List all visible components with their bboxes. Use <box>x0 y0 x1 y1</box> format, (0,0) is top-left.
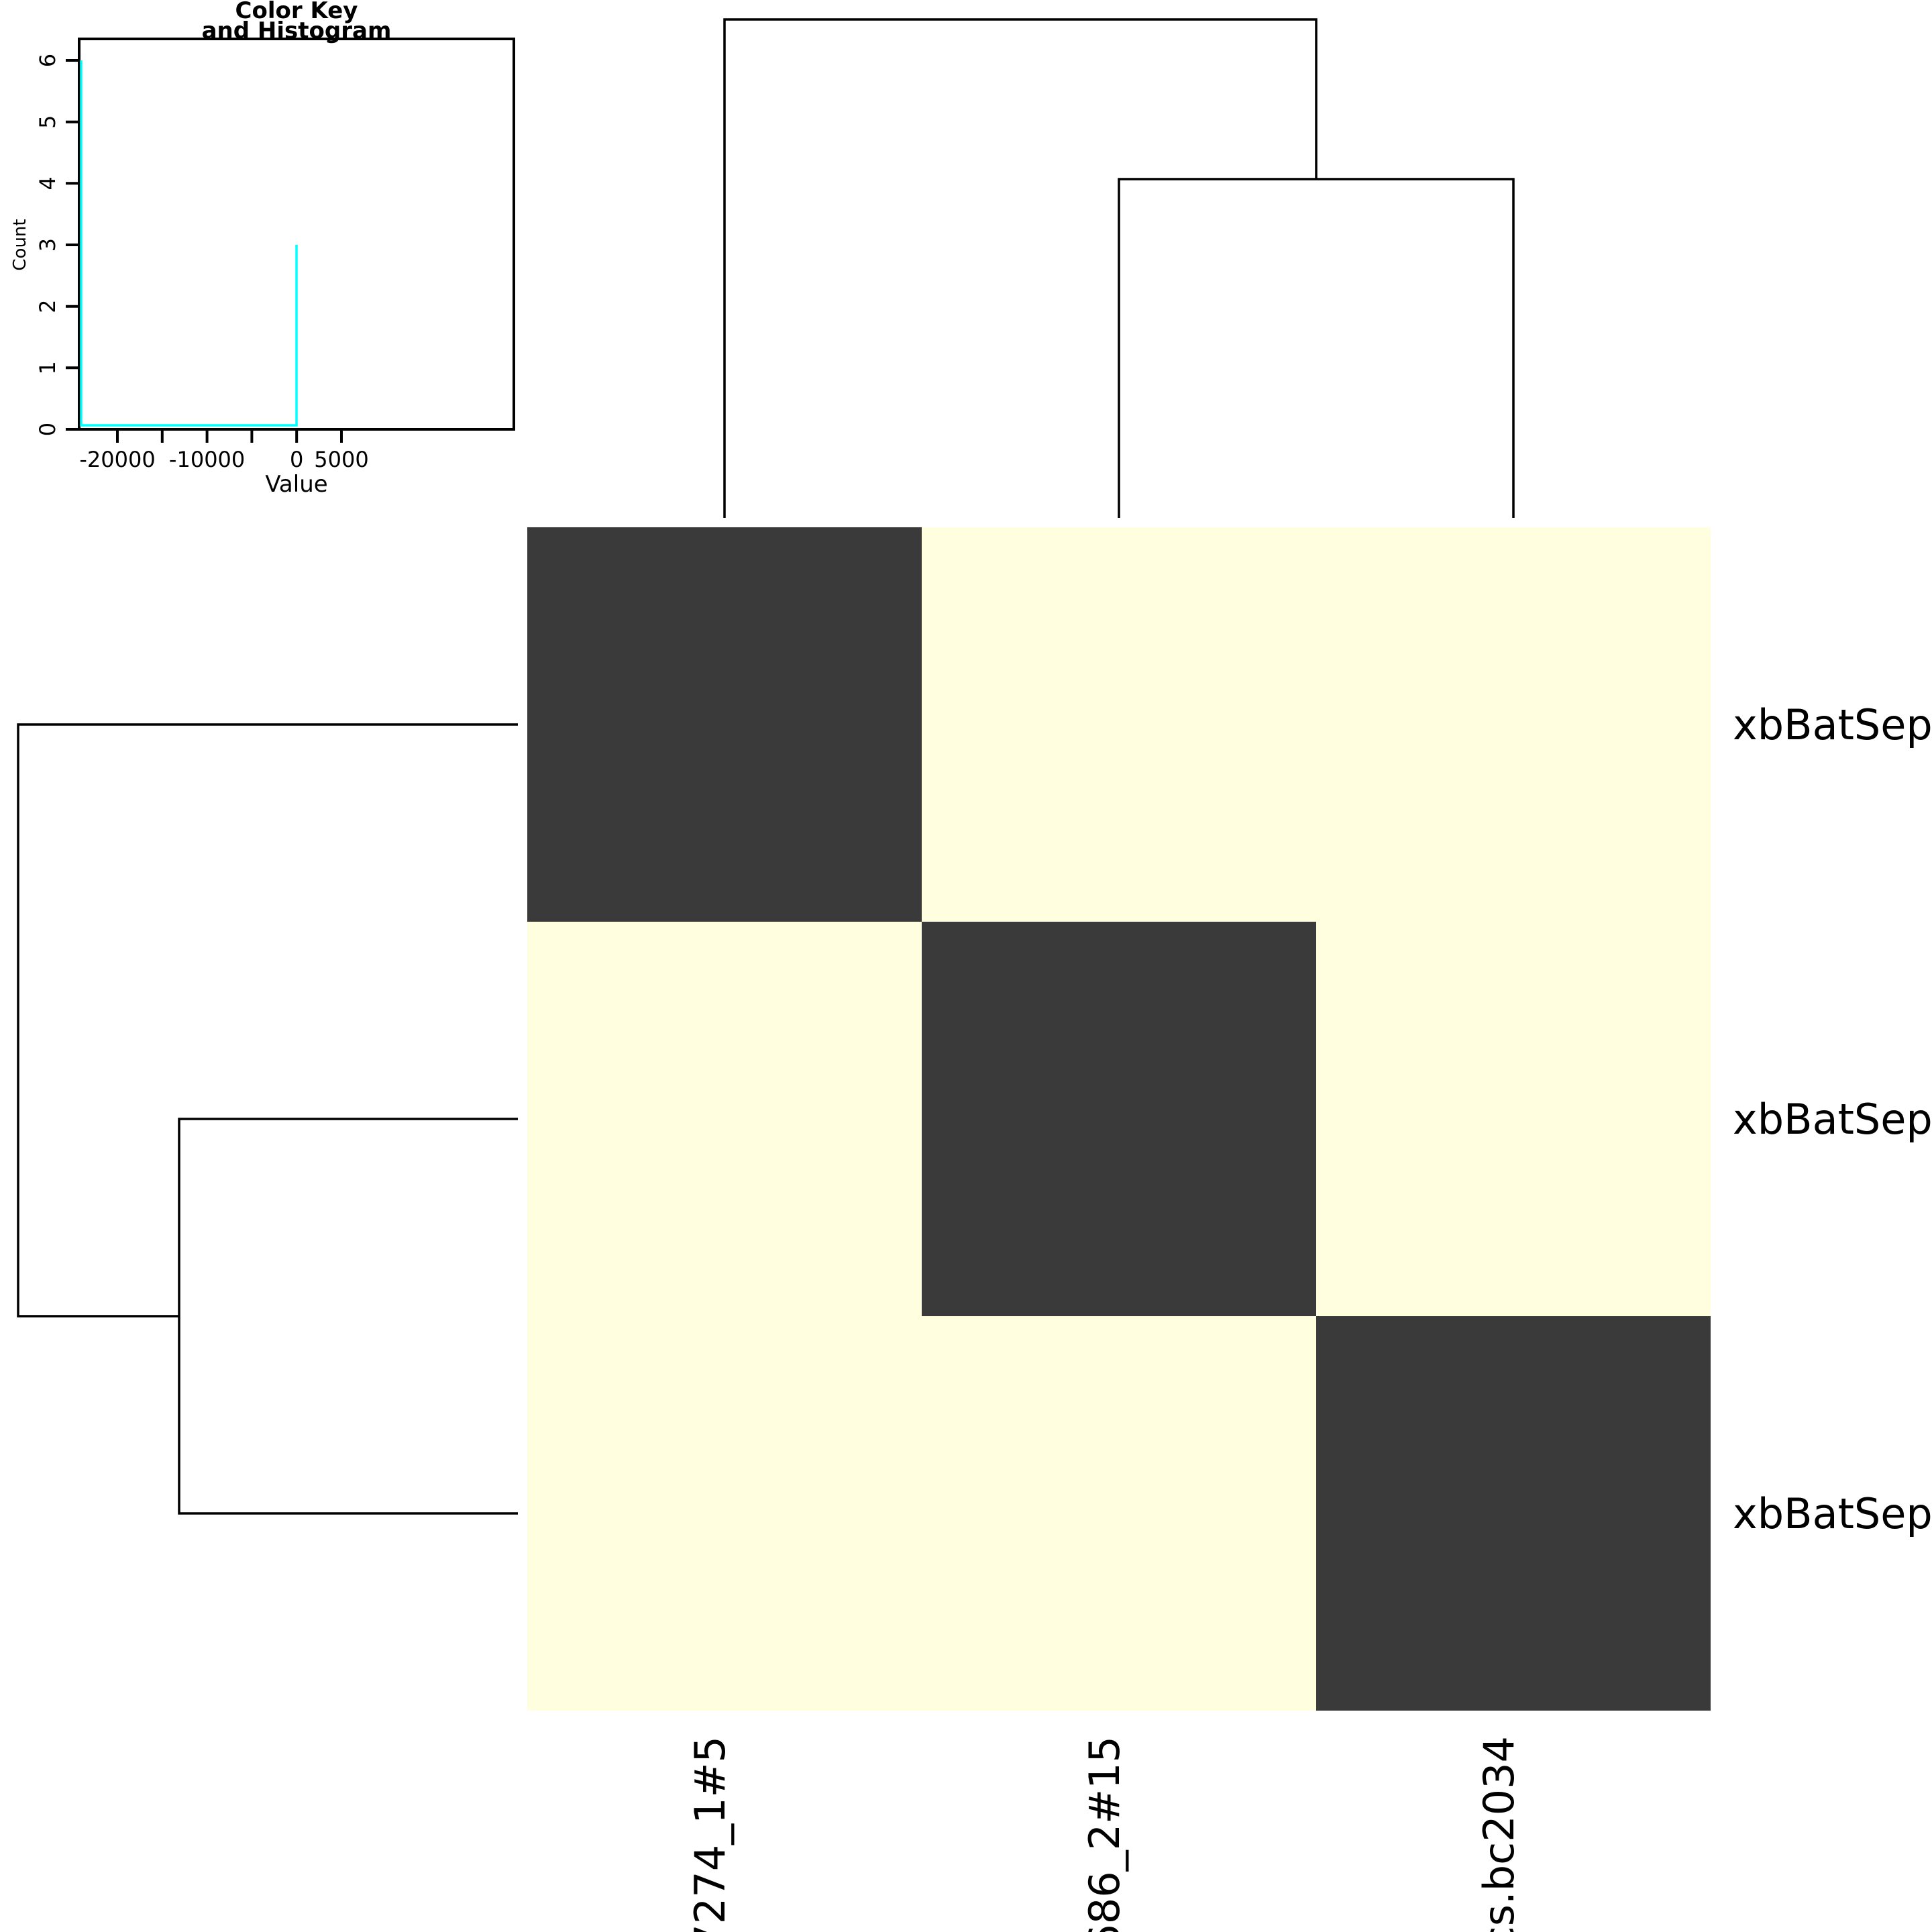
row-label-2: xbBatSep <box>1733 1095 1932 1144</box>
column-dendrogram <box>723 18 1515 518</box>
y-tick-label: 5 <box>35 115 60 129</box>
row-dendrogram <box>17 723 518 1515</box>
x-tick-label: 5000 <box>314 447 368 472</box>
row-label-1: xbBatSep <box>1733 700 1932 749</box>
heatmap-cell-r1c3 <box>1316 527 1711 922</box>
y-tick-label: 4 <box>35 176 60 190</box>
column-label-2: 686_2#15 <box>1080 1736 1129 1932</box>
y-tick-label: 1 <box>35 361 60 374</box>
heatmap-cell-r3c3 <box>1316 1316 1711 1711</box>
heatmap-cell-r2c3 <box>1316 922 1711 1316</box>
color-key-panel: Color Key and Histogram -20000 -10000 0 … <box>10 0 515 498</box>
row-dendrogram-inner-branch <box>178 1118 518 1515</box>
color-key-ylabel: Count <box>10 219 30 270</box>
color-key-xlabel: Value <box>265 471 327 498</box>
color-key-y-ticks <box>66 59 79 431</box>
heatmap-cell-r3c1 <box>527 1316 922 1711</box>
column-labels: 7274_1#5 686_2#15 cs.bc2034 <box>686 1736 1523 1932</box>
heatmap-cell-r1c1 <box>527 527 922 922</box>
column-label-3: cs.bc2034 <box>1474 1736 1523 1932</box>
heatmap-cell-r3c2 <box>922 1316 1316 1711</box>
y-tick-label: 6 <box>35 54 60 67</box>
color-key-x-tick-labels: -20000 -10000 0 5000 <box>79 447 368 472</box>
column-dendrogram-root-branch <box>723 18 1318 518</box>
heatmap-cell-r1c2 <box>922 527 1316 922</box>
x-tick-label: 0 <box>290 447 303 472</box>
x-tick-label: -20000 <box>79 447 155 472</box>
color-key-x-ticks <box>116 429 343 443</box>
row-label-3: xbBatSep <box>1733 1489 1932 1538</box>
y-tick-label: 2 <box>35 300 60 313</box>
color-key-title-line1: Color Key <box>235 0 358 24</box>
column-dendrogram-inner-branch <box>1118 178 1515 518</box>
y-tick-label: 0 <box>35 423 60 436</box>
row-labels: xbBatSep xbBatSep xbBatSep <box>1733 700 1932 1538</box>
column-label-1: 7274_1#5 <box>686 1736 735 1932</box>
color-key-y-tick-labels: 0 1 2 3 4 5 6 <box>35 54 60 436</box>
heatmap-cell-r2c1 <box>527 922 922 1316</box>
heatmap-grid <box>527 527 1711 1711</box>
row-dendrogram-root-branch <box>17 723 518 1318</box>
heatmap-cell-r2c2 <box>922 922 1316 1316</box>
histogram-trace <box>80 60 298 427</box>
y-tick-label: 3 <box>35 238 60 252</box>
x-tick-label: -10000 <box>169 447 245 472</box>
